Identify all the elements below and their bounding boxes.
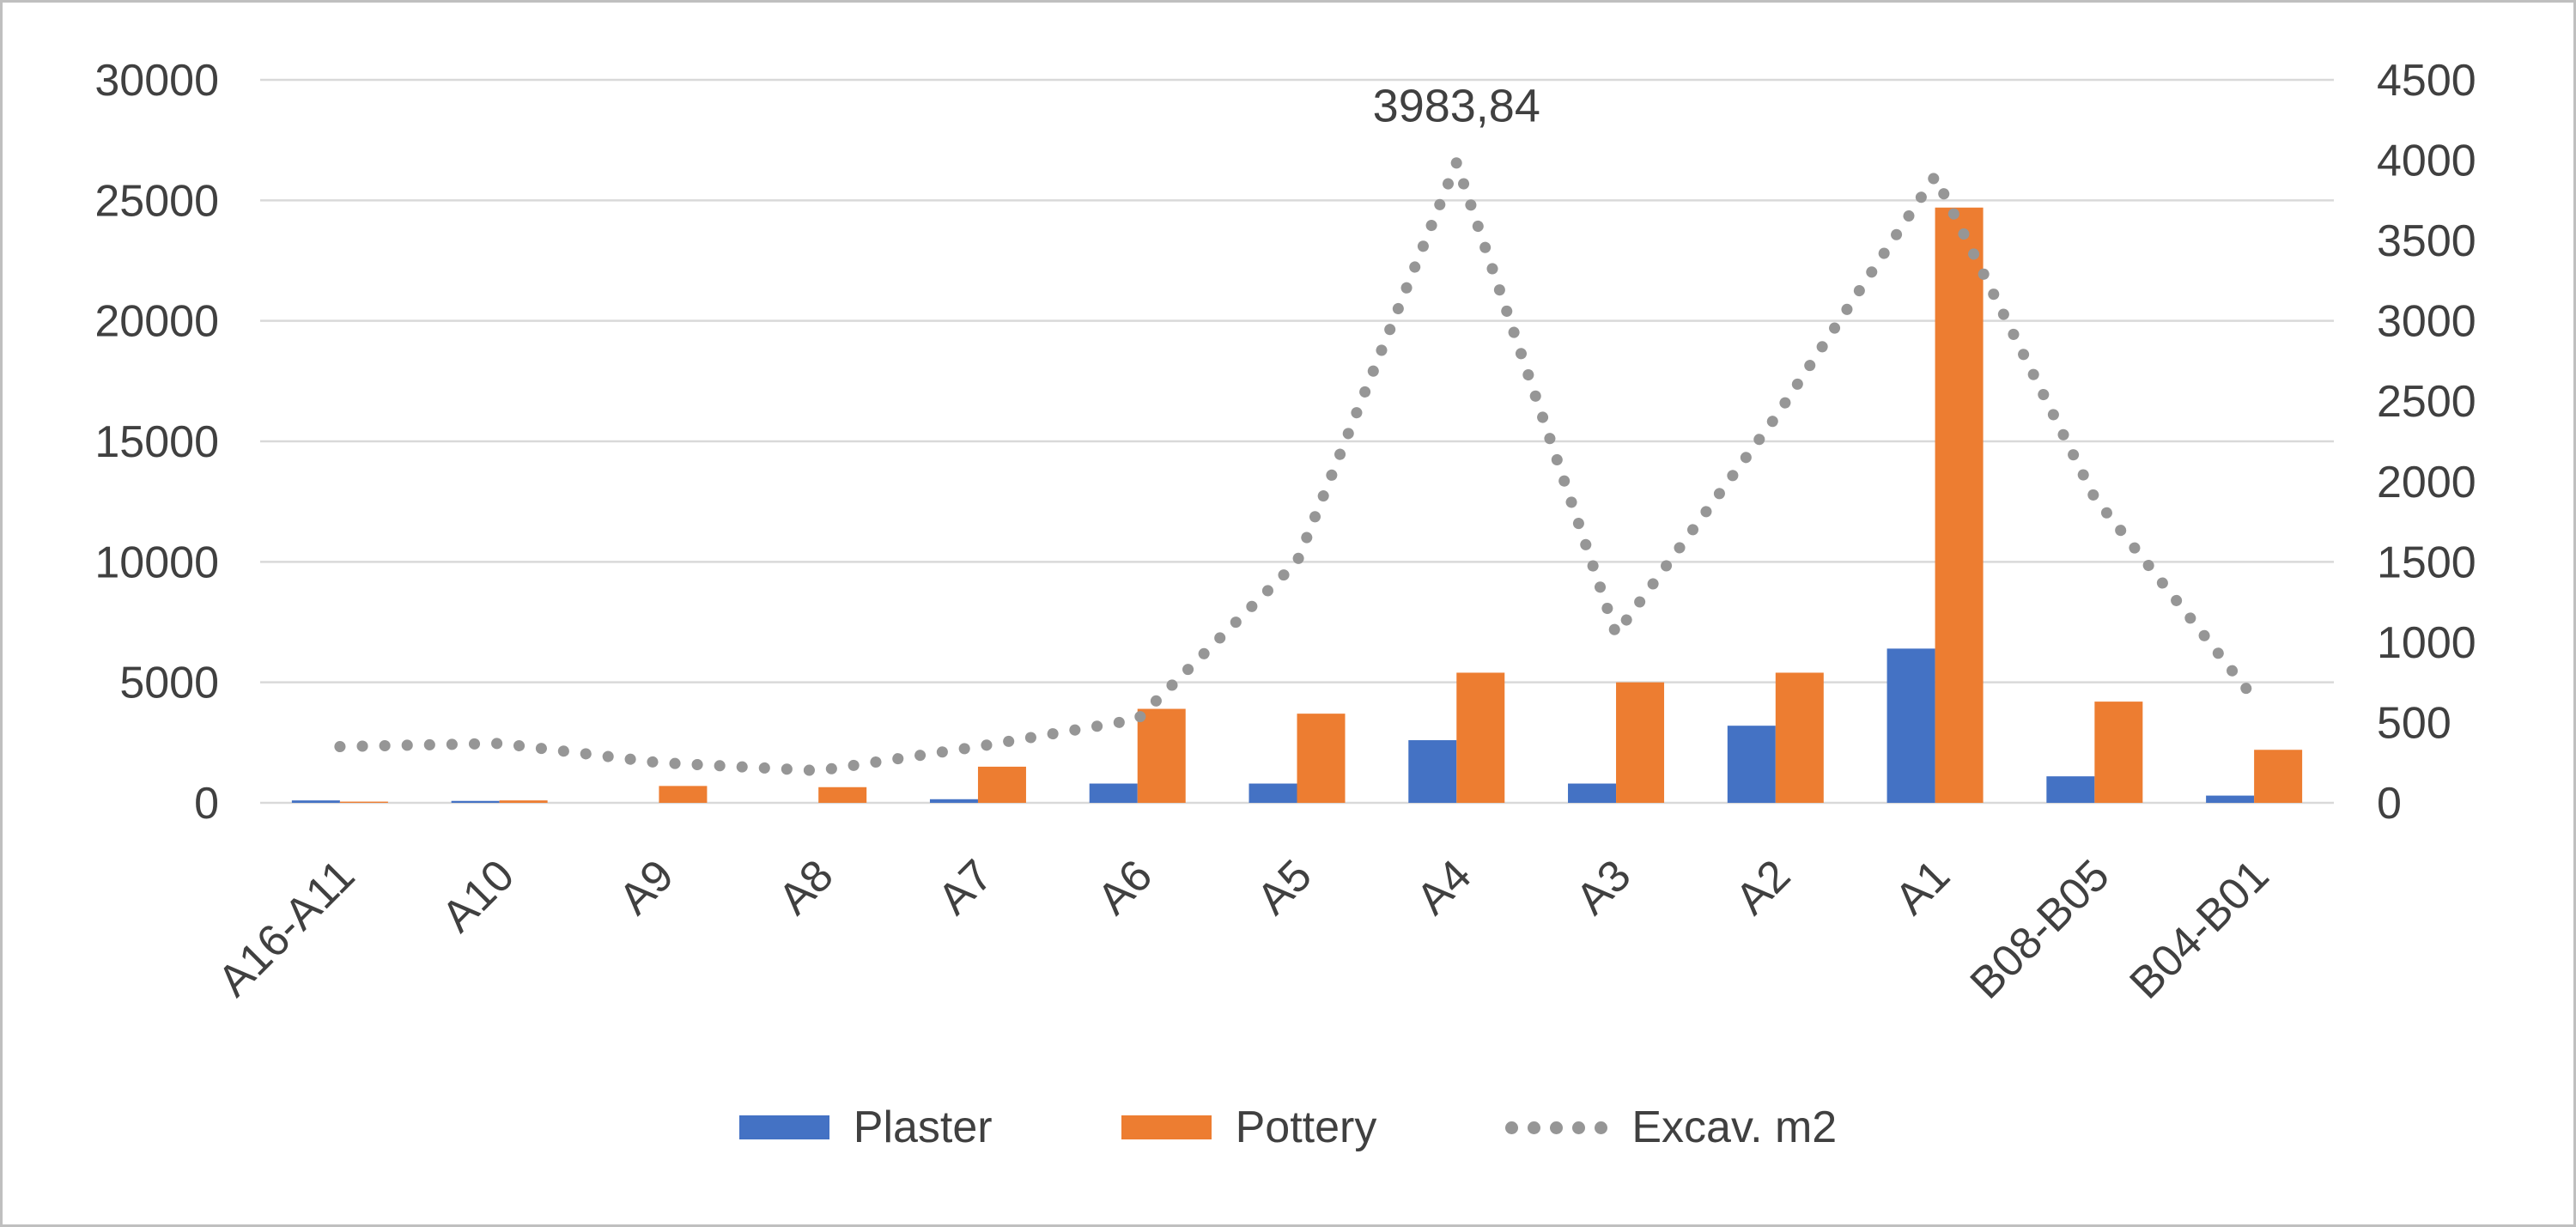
legend: Plaster Pottery Excav. m2: [3, 1102, 2573, 1153]
left-axis-tick-label: 25000: [94, 176, 219, 226]
left-axis-tick-label: 15000: [94, 417, 219, 467]
bar-plaster: [2046, 776, 2095, 803]
bar-plaster: [1249, 783, 1297, 803]
bar-plaster: [1886, 648, 1935, 803]
right-axis-tick-label: 4500: [2377, 56, 2476, 106]
legend-item-pottery: Pottery: [1121, 1102, 1377, 1153]
bar-pottery: [2094, 702, 2143, 803]
category-label: A16-A11: [209, 850, 364, 1005]
category-label: A3: [1567, 850, 1641, 924]
left-axis-tick-label: 30000: [94, 56, 219, 106]
bar-pottery: [1137, 708, 1186, 803]
category-label: A1: [1886, 850, 1959, 924]
left-axis-tick-label: 10000: [94, 538, 219, 587]
right-axis-tick-label: 3500: [2377, 216, 2476, 266]
bar-pottery: [659, 786, 708, 803]
bar-pottery: [339, 801, 388, 803]
right-axis-tick-label: 2000: [2377, 458, 2476, 507]
bar-plaster: [1727, 726, 1776, 803]
legend-label-excav: Excav. m2: [1631, 1102, 1838, 1152]
right-axis-tick-label: 1500: [2377, 538, 2476, 587]
right-axis-tick-label: 3000: [2377, 297, 2476, 347]
legend-label-pottery: Pottery: [1235, 1102, 1377, 1152]
category-label: B08-B05: [1961, 850, 2119, 1008]
legend-dot: [1528, 1121, 1541, 1134]
bar-pottery: [818, 787, 867, 803]
left-axis-tick-label: 5000: [119, 659, 219, 708]
category-label: A2: [1726, 850, 1800, 924]
bar-plaster: [2206, 795, 2255, 803]
legend-label-plaster: Plaster: [853, 1102, 993, 1152]
chart-svg: 3000025000200001500010000500004500400035…: [94, 56, 2476, 1009]
legend-item-excav: Excav. m2: [1505, 1102, 1837, 1153]
right-axis-tick-label: 0: [2377, 779, 2402, 829]
category-label: A10: [433, 850, 524, 941]
left-axis-tick-label: 0: [194, 779, 219, 829]
category-label: A5: [1248, 850, 1321, 924]
bar-plaster: [929, 799, 978, 803]
bar-pottery: [1456, 672, 1505, 803]
category-label: B04-B01: [2120, 850, 2278, 1008]
bar-pottery: [1935, 207, 1984, 804]
bar-pottery: [1297, 714, 1346, 803]
left-axis-tick-label: 20000: [94, 297, 219, 347]
peak-data-label: 3983,84: [1373, 81, 1540, 132]
plaster-swatch-icon: [738, 1115, 829, 1139]
category-label: A6: [1088, 850, 1162, 924]
bar-pottery: [1616, 682, 1665, 803]
bar-plaster: [451, 800, 500, 803]
category-label: A8: [769, 850, 843, 924]
bar-plaster: [1089, 783, 1138, 803]
right-axis-tick-label: 1000: [2377, 618, 2476, 668]
legend-dot: [1572, 1121, 1586, 1134]
dotted-line-swatch-icon: [1505, 1121, 1608, 1134]
legend-dot: [1550, 1121, 1564, 1134]
right-axis-tick-label: 2500: [2377, 377, 2476, 427]
legend-dot: [1505, 1121, 1519, 1134]
bar-pottery: [499, 800, 548, 803]
bar-plaster: [1568, 783, 1617, 803]
legend-item-plaster: Plaster: [738, 1102, 993, 1153]
bar-plaster: [291, 800, 340, 803]
right-axis-tick-label: 500: [2377, 698, 2451, 748]
bar-pottery: [1775, 672, 1824, 803]
category-label: A9: [610, 850, 683, 924]
bar-pottery: [977, 766, 1026, 803]
category-label: A4: [1407, 850, 1481, 924]
bar-pottery: [2254, 750, 2303, 803]
legend-dot: [1595, 1121, 1608, 1134]
pottery-swatch-icon: [1121, 1115, 1212, 1139]
bar-plaster: [1408, 740, 1457, 803]
excav-dotted-line: [334, 146, 2260, 777]
right-axis-tick-label: 4000: [2377, 137, 2476, 186]
category-label: A7: [928, 850, 1002, 924]
